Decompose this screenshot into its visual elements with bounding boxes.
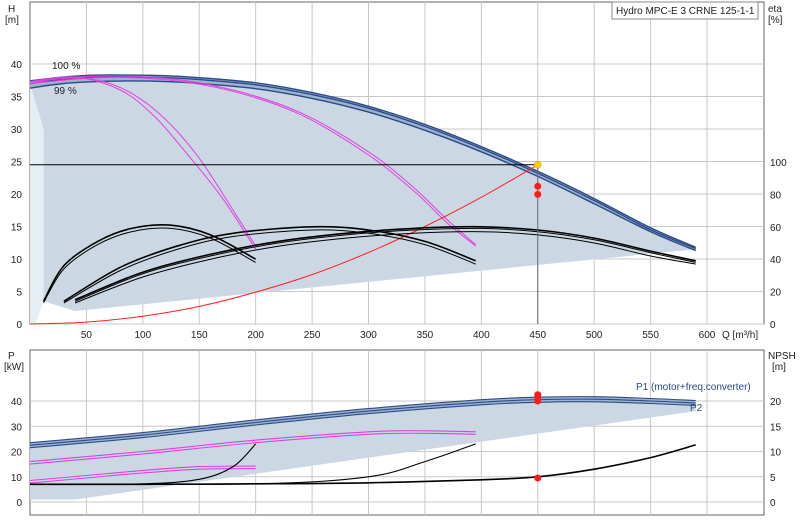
top-y-left-tick-labels: 0 5 10 15 20 25 30 35 40: [11, 60, 23, 331]
x-tick-label: 300: [360, 330, 377, 341]
power-tick-label: 10: [11, 473, 23, 484]
top-envelope-area: [30, 75, 696, 311]
bottom-panel: 0 10 20 30 40 0 5 10 15 20 P [kW] NPSH [m] P1 (m…: [4, 349, 796, 516]
x-tick-label: 150: [191, 330, 208, 341]
series-eta-3pump: [74, 231, 696, 304]
flow-axis-label: Q [m³/h]: [722, 330, 758, 341]
series-eta-3pump-b: [74, 227, 696, 302]
series-eta-1pump-b: [42, 224, 257, 302]
legend-p2: P2: [690, 403, 703, 414]
head-tick-label: 35: [11, 93, 23, 104]
top-x-tick-labels: 50 100 150 200 250 300 350 400 450 500 550 600: [81, 330, 716, 341]
series-eta-2pump-b: [63, 225, 476, 302]
series-p-1pump-b: [29, 468, 256, 484]
series-head-1pump: [29, 76, 257, 250]
eta-tick-label: 40: [770, 255, 782, 266]
title-box: [611, 1, 759, 20]
head-tick-label: 25: [11, 158, 23, 169]
bottom-operating-points: [534, 391, 542, 482]
series-p-2pump-b: [29, 432, 476, 465]
eta-axis-unit: [%]: [768, 15, 783, 26]
npsh-axis-unit: [m]: [772, 362, 786, 373]
duty-point-marker: [534, 161, 542, 169]
series-head-99: [29, 80, 696, 252]
eta-operating-point: [534, 190, 542, 198]
head-tick-label: 5: [16, 288, 22, 299]
eta-tick-label: 0: [770, 320, 776, 331]
series-eta-3pump-c: [74, 225, 696, 301]
x-tick-label: 50: [81, 330, 93, 341]
npsh-tick-label: 15: [770, 422, 782, 433]
x-tick-label: 500: [586, 330, 603, 341]
annotation-99-percent: 99 %: [54, 86, 77, 97]
top-operating-points: [534, 161, 542, 198]
head-tick-label: 15: [11, 223, 23, 234]
head-tick-label: 40: [11, 60, 23, 71]
head-axis-label: H: [8, 4, 15, 15]
bottom-series: [29, 396, 696, 486]
head-tick-label: 0: [16, 320, 22, 331]
eta-tick-label: 100: [770, 158, 787, 169]
eta-tick-label: 60: [770, 223, 782, 234]
head-tick-label: 10: [11, 255, 23, 266]
top-envelope-light: [30, 83, 44, 324]
series-head-max: [29, 74, 696, 248]
x-tick-label: 350: [417, 330, 434, 341]
bottom-y-left-tick-labels: 0 10 20 30 40: [11, 397, 23, 509]
series-head-max-2: [29, 76, 696, 250]
npsh-tick-label: 0: [770, 498, 776, 509]
power-band: [30, 396, 696, 448]
series-p1: [29, 396, 696, 444]
top-series: [29, 74, 696, 325]
power-axis-label: P: [8, 351, 15, 362]
series-p1-b: [29, 398, 696, 446]
npsh-axis-label: NPSH: [768, 351, 796, 362]
series-system-curve: [29, 164, 539, 325]
npsh-tick-label: 5: [770, 473, 776, 484]
series-p2: [29, 401, 696, 449]
eta-tick-label: 20: [770, 288, 782, 299]
bottom-envelope-area: [30, 396, 696, 500]
legend-p1: P1 (motor+freq.converter): [636, 382, 751, 393]
x-tick-label: 200: [247, 330, 264, 341]
head-axis-unit: [m]: [5, 15, 19, 26]
npsh-tick-label: 20: [770, 397, 782, 408]
series-npsh: [29, 444, 696, 486]
top-panel: 50 100 150 200 250 300 350 400 450 500 550 600 0510…: [5, 1, 787, 341]
series-p-1pump: [29, 465, 256, 482]
power-operating-point: [534, 474, 542, 482]
power-tick-label: 30: [11, 422, 23, 433]
power-operating-point: [534, 397, 542, 405]
power-tick-label: 20: [11, 448, 23, 459]
power-tick-label: 40: [11, 397, 23, 408]
power-tick-label: 0: [16, 498, 22, 509]
power-axis-unit: [kW]: [4, 362, 24, 373]
x-tick-label: 600: [699, 330, 716, 341]
eta-tick-label: 80: [770, 190, 782, 201]
series-eta-2pump: [63, 229, 476, 304]
annotation-100-percent: 100 %: [52, 61, 80, 72]
series-p-2pump: [29, 430, 476, 463]
x-tick-label: 450: [529, 330, 546, 341]
x-tick-label: 250: [304, 330, 321, 341]
x-tick-label: 550: [642, 330, 659, 341]
npsh-tick-label: 10: [770, 448, 782, 459]
chart-title: Hydro MPC-E 3 CRNE 125-1-1: [616, 6, 755, 17]
series-head-2pump-b: [29, 76, 477, 247]
x-tick-label: 100: [134, 330, 151, 341]
top-y-right-tick-labels: 0 20 40 60 80 100: [770, 158, 787, 331]
bottom-y-right-tick-labels: 0 5 10 15 20: [770, 397, 782, 509]
head-tick-label: 20: [11, 190, 23, 201]
head-tick-label: 30: [11, 125, 23, 136]
x-tick-label: 400: [473, 330, 490, 341]
series-head-2pump: [29, 75, 477, 246]
eta-operating-point: [534, 182, 542, 190]
eta-axis-label: eta: [768, 4, 782, 15]
